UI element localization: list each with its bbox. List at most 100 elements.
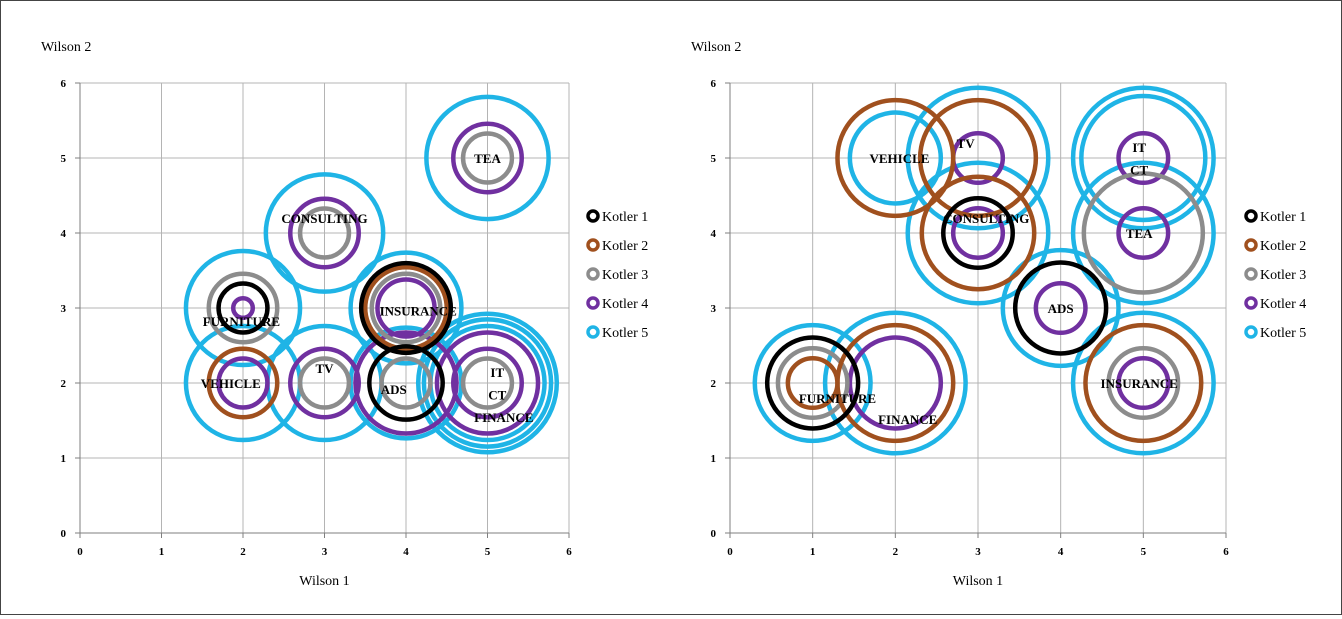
bubble-kotler-5-furniture	[183, 248, 303, 368]
bubble-kotler-5-finance	[822, 310, 968, 456]
legend-marker	[1244, 267, 1258, 281]
bubble-kotler-4-finance	[434, 330, 541, 436]
y-tick-label: 1	[61, 453, 67, 465]
bubble-kotler-4-tea	[451, 121, 524, 195]
bubble-kotler-4-vehicle	[216, 356, 270, 410]
y-tick-label: 4	[61, 228, 67, 240]
bubble-label-insurance: INSURANCE	[1101, 376, 1178, 391]
y-tick-label: 5	[61, 153, 67, 165]
legend-label: Kotler 3	[1260, 268, 1306, 283]
bubble-kotler-5-tea	[424, 94, 551, 222]
y-tick-label: 3	[711, 303, 717, 315]
bubble-kotler-3-tv	[297, 356, 352, 410]
x-tick-label: 0	[727, 546, 733, 558]
bubble-kotler-1-furniture	[764, 335, 861, 431]
bubble-kotler-5-consulting	[905, 160, 1051, 306]
bubble-kotler-3-ads	[379, 356, 433, 410]
bubble-label-furniture: FURNITURE	[203, 314, 280, 329]
bubble-label-consulting: CONSULTING	[281, 211, 367, 226]
legend-label: Kotler 2	[602, 239, 648, 254]
x-tick-label: 4	[403, 546, 409, 558]
right-bubble-chart: Wilson 2 0 1 2 3 4 5 6 0 1 2 3 4 5 6 Wilson 1 VEHICLE TV I…	[691, 40, 1306, 589]
x-tick-label: 1	[810, 546, 816, 558]
x-tick-label: 5	[485, 546, 491, 558]
bubble-kotler-2-tv	[917, 97, 1039, 219]
bubble-kotler-5-finance	[415, 311, 560, 455]
bubble-kotler-5-vehicle	[847, 110, 944, 206]
bubble-kotler-2-finance	[835, 322, 956, 444]
legend-label: Kotler 4	[1260, 297, 1306, 312]
bubble-label-vehicle: VEHICLE	[869, 151, 929, 166]
x-tick-label: 6	[566, 546, 572, 558]
x-tick-label: 4	[1058, 546, 1064, 558]
bubble-kotler-1-furniture	[216, 281, 270, 335]
x-tick-label: 5	[1141, 546, 1147, 558]
y-tick-label: 2	[61, 378, 67, 390]
bubble-kotler-3-tea	[1081, 171, 1206, 295]
bubble-kotler-2-insurance	[1083, 322, 1204, 444]
bubble-kotler-5-tea	[1070, 160, 1216, 306]
y-axis-title: Wilson 2	[41, 40, 91, 55]
legend-marker	[1244, 238, 1258, 252]
bubble-label-tv: TV	[957, 136, 976, 151]
x-tick-label: 3	[322, 546, 328, 558]
bubble-kotler-5-furniture	[752, 322, 873, 444]
legend-marker	[1244, 296, 1258, 310]
bubble-kotler-5-ct	[1070, 85, 1216, 231]
bubble-kotler-2-vehicle	[835, 97, 956, 219]
legend-marker	[586, 209, 600, 223]
bubble-kotler-1-ads	[1012, 260, 1109, 356]
x-tick-label: 1	[159, 546, 165, 558]
bubble-label-insurance: INSURANCE	[380, 303, 457, 318]
legend-label: Kotler 2	[1260, 239, 1306, 254]
x-tick-label: 2	[240, 546, 246, 558]
bubble-kotler-4-ads	[353, 330, 459, 436]
bubble-kotler-1-consulting	[941, 196, 1015, 270]
bubble-kotler-5-insurance	[348, 250, 464, 366]
bubble-label-it: IT	[490, 365, 504, 380]
legend-label: Kotler 5	[602, 326, 648, 341]
legend-label: Kotler 5	[1260, 326, 1306, 341]
legend-marker	[586, 238, 600, 252]
bubble-kotler-1-insurance	[358, 260, 454, 356]
bubble-label-ads: ADS	[381, 382, 407, 397]
bubble-kotler-4-consulting	[950, 205, 1006, 261]
bubble-kotler-3-insurance	[369, 271, 443, 345]
bubble-kotler-4-ads	[1033, 280, 1088, 336]
bubble-kotler-1-ads	[367, 344, 445, 422]
bubble-kotler-5-consulting	[263, 172, 386, 294]
y-axis-title: Wilson 2	[691, 40, 741, 55]
legend-marker	[586, 325, 600, 339]
legend-marker	[586, 267, 600, 281]
bubble-kotler-3-it	[460, 356, 515, 410]
bubble-kotler-2-consulting	[919, 174, 1037, 292]
bubble-label-ct: CT	[488, 387, 506, 402]
bubble-label-it: IT	[1132, 140, 1146, 155]
bubble-kotler-3-consulting	[297, 206, 352, 260]
y-tick-label: 5	[711, 153, 717, 165]
legend-label: Kotler 1	[602, 210, 648, 225]
bubble-kotler-4-ct	[451, 346, 524, 420]
bubble-label-consulting: CONSULTING	[943, 211, 1029, 226]
bubble-kotler-5-ct	[421, 317, 554, 449]
bubble-kotler-5-tv	[905, 85, 1051, 231]
bubble-label-tea: TEA	[474, 151, 501, 166]
y-tick-label: 3	[61, 303, 67, 315]
bubble-kotler-4-it	[1116, 130, 1171, 186]
bubble-kotler-4-consulting	[288, 196, 361, 270]
legend-marker	[586, 296, 600, 310]
bubble-kotler-2-vehicle	[206, 346, 280, 420]
y-tick-label: 0	[711, 528, 717, 540]
bubble-kotler-5-it	[1079, 93, 1208, 223]
x-tick-label: 2	[893, 546, 899, 558]
bubble-label-finance: FINANCE	[878, 412, 937, 427]
y-tick-label: 0	[61, 528, 67, 540]
bubble-kotler-3-insurance	[1106, 346, 1181, 420]
legend-label: Kotler 1	[1260, 210, 1306, 225]
bubble-label-ct: CT	[1130, 162, 1148, 177]
x-tick-label: 6	[1223, 546, 1229, 558]
bubble-kotler-3-tea	[460, 131, 515, 185]
x-tick-label: 3	[975, 546, 981, 558]
legend-marker	[1244, 325, 1258, 339]
